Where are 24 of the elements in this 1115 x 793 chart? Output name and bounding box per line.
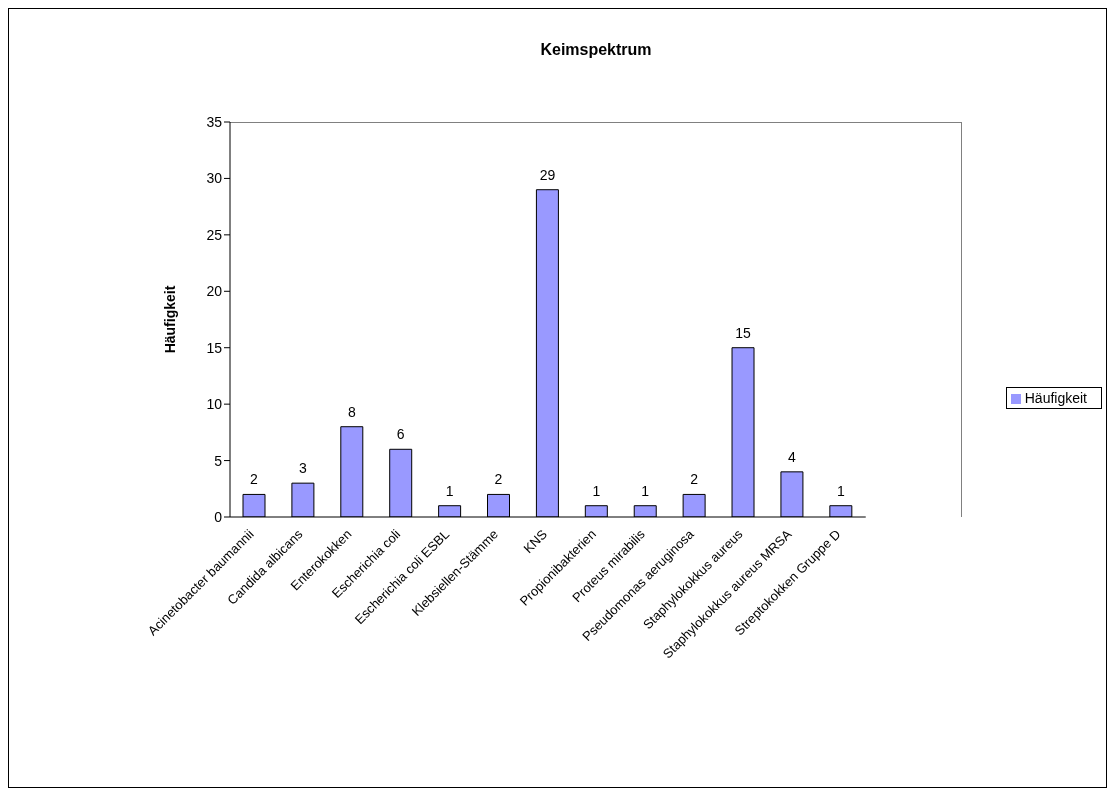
data-label: 1 bbox=[445, 482, 454, 499]
legend-label: Häufigkeit bbox=[1024, 390, 1087, 406]
y-tick-label: 35 bbox=[206, 113, 223, 130]
y-axis-title: Häufigkeit bbox=[162, 285, 178, 354]
data-label: 2 bbox=[494, 471, 503, 488]
data-label: 15 bbox=[735, 324, 752, 341]
chart-title: Keimspektrum bbox=[539, 41, 653, 59]
data-label: 8 bbox=[347, 403, 356, 420]
data-label: 1 bbox=[641, 482, 650, 499]
data-label: 29 bbox=[539, 166, 556, 183]
data-label: 6 bbox=[396, 426, 405, 443]
data-label: 4 bbox=[788, 448, 797, 465]
y-tick-label: 10 bbox=[206, 396, 223, 413]
data-label: 1 bbox=[836, 482, 845, 499]
y-tick-label: 30 bbox=[206, 170, 223, 187]
data-label: 3 bbox=[299, 460, 307, 477]
y-tick-label: 0 bbox=[214, 508, 223, 525]
data-label: 2 bbox=[250, 471, 259, 488]
data-label: 2 bbox=[690, 471, 699, 488]
data-label: 1 bbox=[592, 482, 601, 499]
y-tick-label: 5 bbox=[214, 452, 223, 469]
y-tick-label: 15 bbox=[206, 339, 223, 356]
y-tick-label: 25 bbox=[206, 226, 223, 243]
y-tick-label: 20 bbox=[206, 283, 223, 300]
